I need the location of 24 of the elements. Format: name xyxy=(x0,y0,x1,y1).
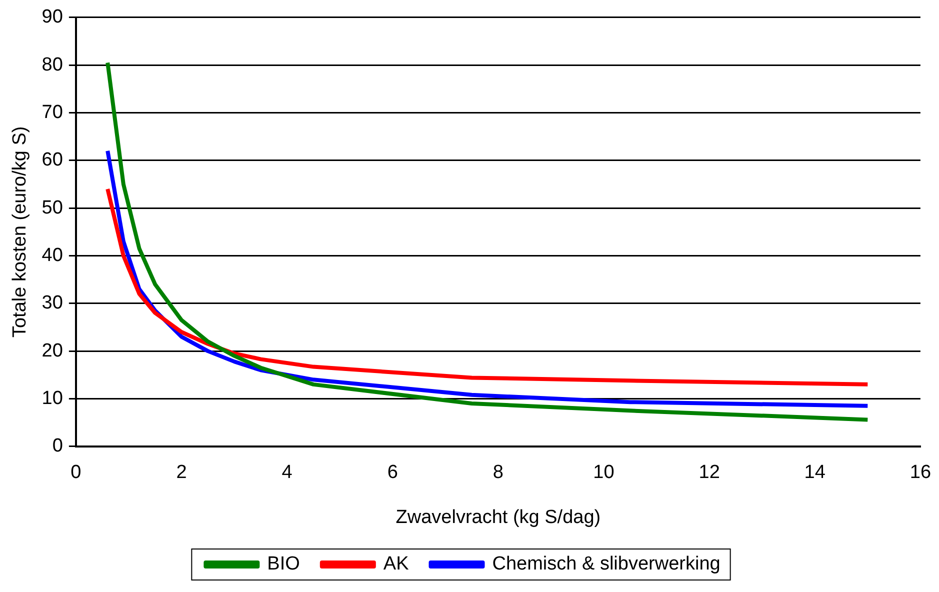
legend-label: BIO xyxy=(267,554,300,575)
x-tick-label: 8 xyxy=(492,462,504,484)
x-tick-label: 14 xyxy=(804,462,826,484)
legend-label: Chemisch & slibverwerking xyxy=(492,554,720,575)
x-tick-label: 6 xyxy=(387,462,398,484)
y-tick-label: 70 xyxy=(42,102,63,123)
y-tick-label: 0 xyxy=(52,436,63,457)
x-tick-label: 2 xyxy=(176,462,187,484)
y-axis-title: Totale kosten (euro/kg S) xyxy=(10,126,31,338)
x-tick-label: 10 xyxy=(593,462,614,484)
y-tick-label: 40 xyxy=(42,244,63,266)
y-tick-label: 50 xyxy=(42,197,63,218)
y-tick-label: 10 xyxy=(42,388,63,409)
x-tick-label: 0 xyxy=(70,462,82,484)
x-tick-label: 4 xyxy=(282,462,293,484)
x-tick-label: 16 xyxy=(910,462,932,484)
y-tick-label: 60 xyxy=(42,150,63,171)
legend-label: AK xyxy=(383,554,410,575)
y-tick-label: 20 xyxy=(42,340,63,362)
y-tick-label: 80 xyxy=(42,54,63,76)
y-tick-label: 30 xyxy=(42,292,63,314)
x-tick-label: 12 xyxy=(698,462,720,484)
y-tick-label: 90 xyxy=(42,6,63,28)
x-axis-title: Zwavelvracht (kg S/dag) xyxy=(396,506,601,528)
